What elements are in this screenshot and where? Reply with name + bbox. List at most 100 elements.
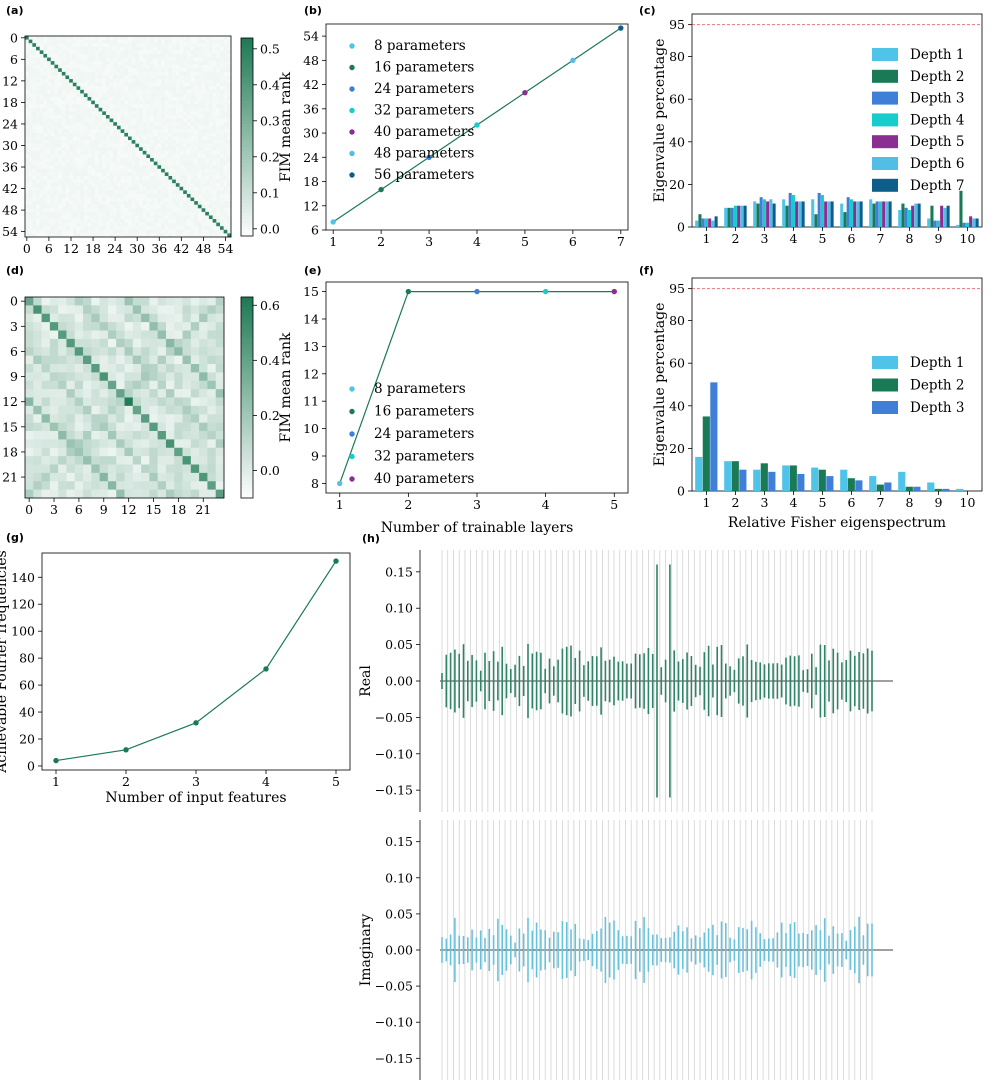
heatmap-cell	[175, 107, 180, 112]
heatmap-cell	[135, 111, 140, 116]
heatmap-cell	[94, 132, 99, 137]
heatmap-cell	[36, 211, 41, 216]
heatmap-cell	[150, 204, 155, 209]
heatmap-cell	[157, 165, 162, 170]
heatmap-cell	[54, 222, 59, 227]
heatmap-cell	[99, 338, 109, 348]
data-point	[522, 89, 528, 96]
heatmap-cell	[219, 39, 224, 44]
heatmap-cell	[139, 57, 144, 62]
heatmap-cell	[50, 226, 55, 231]
heatmap-cell	[54, 82, 59, 87]
heatmap-cell	[131, 36, 136, 40]
heatmap-cell	[186, 168, 191, 173]
heatmap-cell	[54, 197, 59, 202]
heatmap-cell	[174, 313, 183, 323]
heatmap-cell	[102, 140, 107, 144]
heatmap-cell	[87, 53, 92, 58]
heatmap-cell	[227, 229, 232, 234]
heatmap-cell	[99, 389, 109, 398]
bar-c-ytick-label: 0	[677, 220, 685, 235]
heatmap-cell	[98, 233, 103, 238]
heatmap-cell	[83, 86, 88, 91]
heatmap-cell	[150, 36, 155, 40]
heatmap-cell	[28, 71, 33, 76]
heatmap-cell	[161, 193, 166, 198]
heatmap-cell	[83, 122, 88, 127]
heatmap-cell	[25, 456, 34, 465]
heatmap-cell	[207, 305, 217, 315]
heatmap-cell	[47, 168, 52, 173]
heatmap-cell	[98, 75, 103, 80]
heatmap-cell	[65, 140, 70, 144]
heatmap-cell	[132, 489, 142, 499]
heatmap-cell	[216, 46, 221, 51]
heatmap-cell	[66, 322, 76, 331]
heatmap-cell	[146, 219, 151, 223]
heatmap-cell	[183, 36, 188, 40]
heatmap-cell	[72, 50, 77, 55]
heatmap-cell	[47, 186, 52, 191]
heatmap-cell	[113, 100, 118, 105]
heatmap-cell	[183, 201, 188, 205]
heatmap-cell	[190, 122, 195, 127]
heatmap-cell	[91, 39, 96, 44]
heatmap-cell	[50, 158, 55, 162]
heatmap-cell	[113, 186, 118, 191]
heatmap-cell	[25, 439, 34, 449]
heatmap-cell	[25, 64, 29, 69]
heatmap-cell	[124, 114, 129, 119]
heatmap-cell	[208, 204, 213, 209]
heatmap-cell	[43, 132, 48, 137]
heatmap-cell	[157, 39, 162, 44]
heatmap-cell	[150, 143, 155, 148]
heatmap-cell	[153, 82, 158, 87]
heatmap-cell	[109, 158, 114, 162]
heatmap-cell	[83, 364, 92, 373]
heatmap-cell	[175, 82, 180, 87]
heatmap-cell	[150, 172, 155, 177]
heatmap-cell	[199, 397, 208, 407]
heatmap-cell	[205, 208, 210, 213]
heatmap-cell	[150, 93, 155, 98]
heatmap-cell	[216, 43, 221, 48]
heatmap-cell	[54, 158, 59, 162]
heatmap-cell	[139, 39, 144, 44]
heatmap-cell	[168, 190, 173, 195]
heatmap-cell	[172, 111, 177, 116]
heatmap-cell	[194, 71, 199, 76]
heatmap-cell	[28, 233, 33, 238]
heatmap-cell	[28, 82, 33, 87]
heatmap-cell	[157, 193, 162, 198]
heatmap-cell	[197, 86, 202, 91]
heatmap-cell	[116, 208, 121, 213]
bar-c-ytick-label: 20	[669, 177, 685, 192]
heatmap-cell	[36, 57, 41, 62]
heatmap-cell	[205, 150, 210, 155]
heatmap-cell	[164, 150, 169, 155]
heatmap-cell	[142, 129, 147, 134]
data-point	[337, 480, 343, 487]
heatmap-cell	[91, 389, 100, 398]
heatmap-cell	[105, 129, 110, 134]
heatmap-cell	[197, 100, 202, 105]
heatmap-cell	[50, 68, 55, 73]
heatmap-cell	[205, 175, 210, 180]
heatmap-cell	[116, 414, 125, 423]
heatmap-cell	[201, 61, 206, 66]
heatmap-cell	[199, 297, 208, 306]
heatmap-cell	[65, 219, 70, 223]
heatmap-cell	[116, 150, 121, 155]
heatmap-cell	[174, 372, 183, 382]
heatmap-cell	[157, 122, 162, 127]
heatmap-cell	[83, 186, 88, 191]
heatmap-cell	[69, 107, 74, 112]
heatmap-cell	[164, 61, 169, 66]
heatmap-cell	[50, 172, 55, 177]
heatmap-cell	[186, 222, 191, 227]
heatmap-cell	[28, 107, 33, 112]
heatmap-cell	[65, 118, 70, 123]
heatmap-cell	[32, 150, 37, 155]
heatmap-cell	[223, 175, 228, 180]
heatmap-cell	[215, 305, 225, 315]
